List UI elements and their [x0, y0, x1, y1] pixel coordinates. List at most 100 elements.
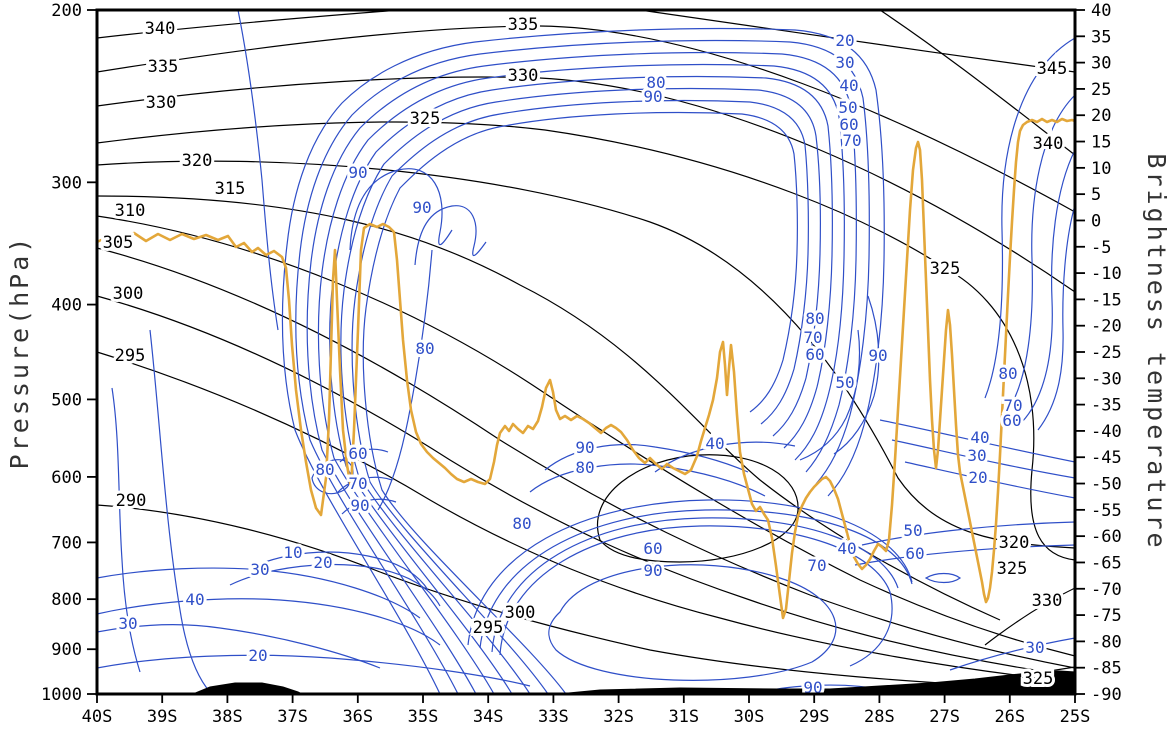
- rh-label-80: 80: [315, 460, 334, 479]
- rh-contour-30: [96, 567, 421, 619]
- latitude-tick-label: 40S: [82, 707, 113, 727]
- theta-label-315: 315: [215, 179, 246, 199]
- bt-tick-label: -75: [1091, 606, 1122, 626]
- pressure-tick-label: 200: [51, 1, 82, 21]
- theta-contour-320: [96, 160, 1076, 549]
- pressure-tick-label: 300: [51, 173, 82, 193]
- theta-label-320: 320: [182, 151, 213, 171]
- theta-contour-295: [96, 351, 1076, 683]
- latitude-tick-label: 26S: [994, 707, 1025, 727]
- theta-label-345: 345: [1037, 59, 1068, 79]
- theta-contour-345: [639, 9, 1076, 73]
- rh-contour-60: [329, 75, 833, 695]
- rh-label-80: 80: [512, 514, 531, 533]
- rh-contour-20: [281, 27, 885, 695]
- pressure-tick-label: 600: [51, 468, 82, 488]
- bt-tick-label: -50: [1091, 475, 1122, 495]
- rh-label-90: 90: [803, 678, 822, 697]
- bt-tick-label: 30: [1091, 54, 1111, 74]
- bt-tick-label: -90: [1091, 685, 1122, 705]
- latitude-tick-label: 31S: [668, 707, 699, 727]
- theta-label-295: 295: [115, 346, 146, 366]
- rh-label-80: 80: [805, 309, 824, 328]
- theta-label-325: 325: [997, 559, 1028, 579]
- rh-label-70: 70: [348, 474, 367, 493]
- pressure-tick-label: 500: [51, 390, 82, 410]
- bt-tick-label: 20: [1091, 106, 1111, 126]
- theta-contour-300: [96, 295, 1076, 677]
- bt-tick-label: -70: [1091, 580, 1122, 600]
- rh-contour-80: [499, 525, 893, 667]
- theta-label-325: 325: [410, 109, 441, 129]
- theta-label-340: 340: [145, 19, 176, 39]
- rh-label-70: 70: [1003, 396, 1022, 415]
- latitude-tick-label: 29S: [799, 707, 830, 727]
- pressure-axis-title: Pressure(hPa): [5, 235, 34, 470]
- rh-label-90: 90: [643, 87, 662, 106]
- rh-contour-30: [96, 623, 381, 669]
- bt-tick-label: 10: [1091, 159, 1111, 179]
- rh-contour-70: [337, 476, 393, 493]
- rh-contour-10: [237, 9, 279, 331]
- rh-contour-20: [229, 563, 441, 607]
- rh-label-20: 20: [968, 468, 987, 487]
- rh-contour-50: [799, 329, 861, 461]
- pressure-tick-label: 1000: [41, 685, 82, 705]
- latitude-tick-label: 25S: [1060, 707, 1091, 727]
- theta-label-305: 305: [103, 233, 134, 253]
- rh-label-40: 40: [970, 428, 989, 447]
- rh-contour-20: [96, 654, 531, 687]
- theta-contour-335: [96, 25, 1076, 213]
- latitude-tick-label: 37S: [277, 707, 308, 727]
- rh-label-40: 40: [839, 76, 858, 95]
- latitude-tick-label: 32S: [603, 707, 634, 727]
- latitude-tick-label: 39S: [147, 707, 178, 727]
- bt-tick-label: -20: [1091, 317, 1122, 337]
- bt-tick-label: 40: [1091, 1, 1111, 21]
- bt-tick-label: -5: [1091, 238, 1111, 258]
- rh-label-50: 50: [835, 373, 854, 392]
- rh-contour-30: [295, 39, 870, 695]
- pressure-tick-label: 900: [51, 640, 82, 660]
- theta-label-335: 335: [148, 57, 179, 77]
- theta-contour-330: [96, 76, 1076, 293]
- rh-contour-80: [1007, 94, 1076, 411]
- theta-label-340: 340: [1033, 134, 1064, 154]
- rh-contour-90: [984, 37, 1076, 399]
- rh-label-30: 30: [118, 614, 137, 633]
- rh-label-60: 60: [643, 539, 662, 558]
- rh-contour-30: [949, 637, 1076, 671]
- theta-label-295: 295: [473, 618, 504, 638]
- rh-label-80: 80: [415, 339, 434, 358]
- rh-contour-90: [349, 168, 453, 251]
- rh-contour-80: [351, 99, 809, 695]
- theta-label-300: 300: [113, 284, 144, 304]
- latitude-tick-label: 28S: [864, 707, 895, 727]
- bt-tick-label: 15: [1091, 133, 1111, 153]
- rh-label-50: 50: [903, 521, 922, 540]
- theta-label-325: 325: [1023, 669, 1054, 689]
- rh-label-20: 20: [835, 31, 854, 50]
- bt-tick-label: 5: [1091, 185, 1101, 205]
- rh-contour-40: [306, 51, 857, 695]
- rh-contour-30: [891, 439, 1076, 479]
- rh-label-90: 90: [575, 438, 594, 457]
- theta-label-300: 300: [505, 603, 536, 623]
- bt-tick-label: -80: [1091, 632, 1122, 652]
- theta-label-290: 290: [116, 491, 147, 511]
- rh-contour-10: [249, 551, 429, 591]
- latitude-tick-label: 33S: [538, 707, 569, 727]
- bt-tick-label: 0: [1091, 211, 1101, 231]
- rh-contour-90: [833, 295, 880, 455]
- bt-tick-label: -15: [1091, 290, 1122, 310]
- bt-tick-label: 35: [1091, 27, 1111, 47]
- rh-label-60: 60: [905, 544, 924, 563]
- latitude-tick-label: 35S: [408, 707, 439, 727]
- rh-label-30: 30: [250, 560, 269, 579]
- rh-label-20: 20: [313, 553, 332, 572]
- theta-contour-340: [96, 9, 401, 39]
- latitude-tick-label: 27S: [929, 707, 960, 727]
- latitude-tick-label: 30S: [734, 707, 765, 727]
- rh-label-80: 80: [646, 73, 665, 92]
